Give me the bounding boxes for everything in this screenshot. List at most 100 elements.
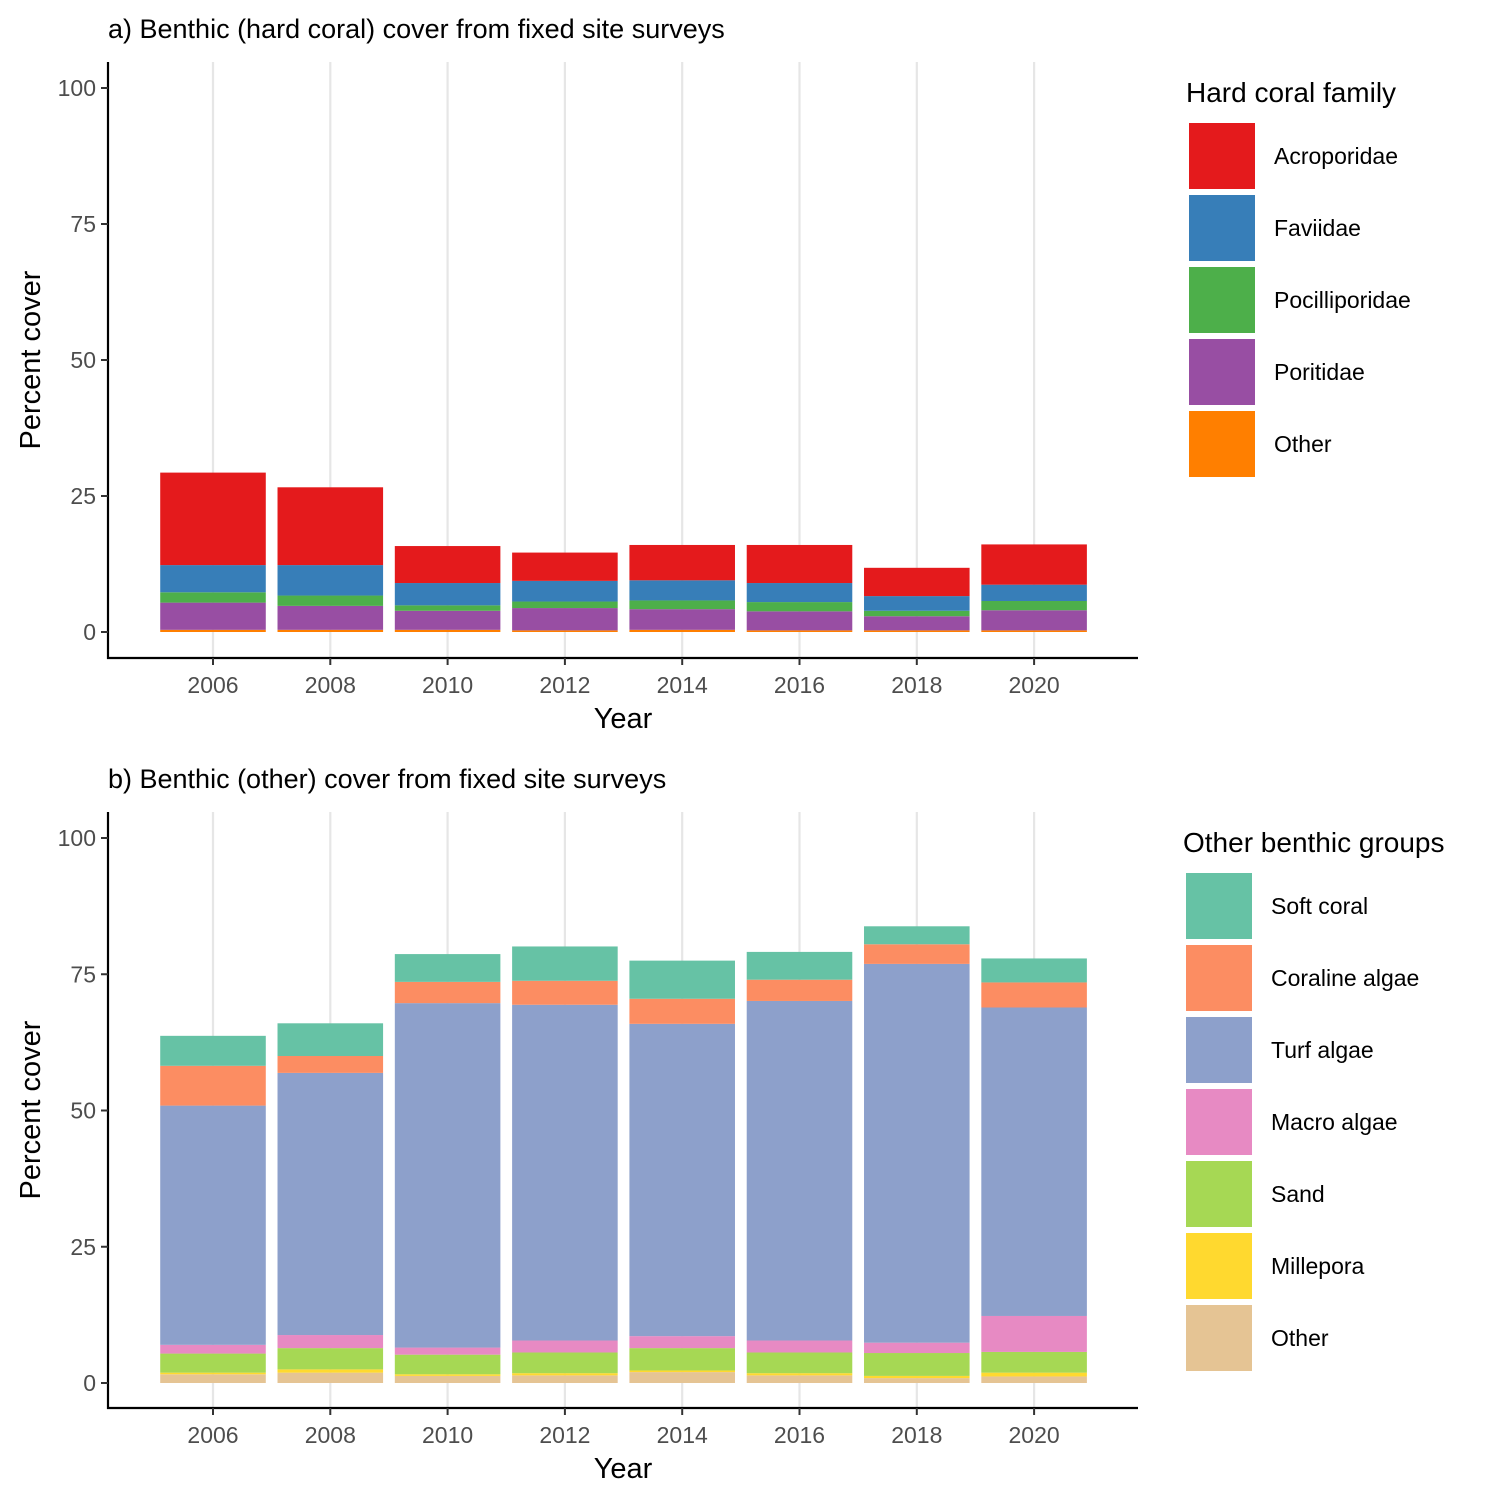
y-tick-label: 100 xyxy=(58,75,96,101)
bar-segment-poritidae xyxy=(394,610,501,630)
x-tick-label: 2014 xyxy=(657,1422,708,1448)
legend-label-macro-algae: Macro algae xyxy=(1271,1109,1398,1135)
bar-segment-turf-algae xyxy=(981,1007,1087,1316)
bar-segment-soft-coral xyxy=(629,960,735,999)
legend-label-other: Other xyxy=(1274,431,1332,457)
bar-segment-millepora xyxy=(981,1372,1087,1377)
y-tick-label: 100 xyxy=(58,825,96,851)
bar-segment-coraline-algae xyxy=(277,1056,384,1073)
bar-segment-other xyxy=(277,1372,384,1383)
bar-segment-other xyxy=(746,630,853,632)
bar-segment-macro-algae xyxy=(277,1335,384,1349)
legend-label-coraline-algae: Coraline algae xyxy=(1271,965,1419,991)
y-tick-label: 0 xyxy=(83,619,96,645)
bar-segment-faviidae xyxy=(746,583,853,603)
bar-segment-coraline-algae xyxy=(394,981,501,1004)
bar-segment-poritidae xyxy=(746,611,853,631)
bar-segment-acroporidae xyxy=(160,472,266,566)
bar-segment-sand xyxy=(629,1348,735,1371)
x-tick-label: 2018 xyxy=(891,672,942,698)
bar-segment-coraline-algae xyxy=(160,1065,266,1106)
bar-segment-turf-algae xyxy=(394,1003,501,1348)
bar-segment-acroporidae xyxy=(864,567,970,597)
bar-segment-coraline-algae xyxy=(629,998,735,1024)
bar-segment-poritidae xyxy=(981,610,1087,631)
legend-label-soft-coral: Soft coral xyxy=(1271,893,1368,919)
x-tick-label: 2012 xyxy=(539,1422,590,1448)
bar-segment-millepora xyxy=(394,1374,501,1376)
bar-segment-acroporidae xyxy=(629,544,735,581)
legend-swatch-other xyxy=(1186,1305,1252,1371)
x-tick-label: 2018 xyxy=(891,1422,942,1448)
legend-label-poritidae: Poritidae xyxy=(1274,359,1365,385)
bar-segment-millepora xyxy=(864,1375,970,1379)
legend-label-turf-algae: Turf algae xyxy=(1271,1037,1374,1063)
bar-segment-macro-algae xyxy=(629,1336,735,1349)
bar-segment-macro-algae xyxy=(160,1344,266,1354)
bar-segment-millepora xyxy=(160,1372,266,1375)
bar-segment-soft-coral xyxy=(746,951,853,980)
legend-label-acroporidae: Acroporidae xyxy=(1274,143,1398,169)
bar-segment-acroporidae xyxy=(746,544,853,584)
bar-segment-soft-coral xyxy=(864,926,970,945)
legend-title: Hard coral family xyxy=(1186,77,1396,108)
legend-swatch-other xyxy=(1189,411,1255,477)
bar-segment-other xyxy=(746,1375,853,1383)
bar-segment-coraline-algae xyxy=(981,982,1087,1008)
bar-segment-sand xyxy=(864,1353,970,1376)
legend-swatch-sand xyxy=(1186,1161,1252,1227)
bar-segment-other xyxy=(864,630,970,632)
bar-segment-pocilliporidae xyxy=(981,600,1087,611)
bar-segment-acroporidae xyxy=(981,544,1087,585)
y-tick-label: 25 xyxy=(70,483,96,509)
legend-swatch-macro-algae xyxy=(1186,1089,1252,1155)
bar-segment-millepora xyxy=(629,1370,735,1373)
bar-segment-faviidae xyxy=(512,580,618,602)
bar-segment-sand xyxy=(394,1354,501,1375)
legend-swatch-acroporidae xyxy=(1189,123,1255,189)
bar-segment-turf-algae xyxy=(629,1023,735,1337)
legend-label-sand: Sand xyxy=(1271,1181,1325,1207)
bar-segment-coraline-algae xyxy=(864,944,970,964)
bar-segment-turf-algae xyxy=(160,1105,266,1345)
bar-segment-other xyxy=(160,629,266,632)
bar-segment-poritidae xyxy=(160,602,266,630)
x-tick-label: 2010 xyxy=(422,672,473,698)
bar-segment-sand xyxy=(512,1352,618,1374)
bar-segment-faviidae xyxy=(629,580,735,601)
bar-segment-pocilliporidae xyxy=(160,592,266,603)
x-tick-label: 2008 xyxy=(305,672,356,698)
chart-panel-b: b) Benthic (other) cover from fixed site… xyxy=(15,764,1445,1485)
bar-segment-pocilliporidae xyxy=(746,602,853,612)
x-tick-label: 2016 xyxy=(774,672,825,698)
bar-segment-turf-algae xyxy=(277,1072,384,1336)
y-tick-label: 0 xyxy=(83,1370,96,1396)
bar-segment-soft-coral xyxy=(277,1023,384,1056)
bar-segment-macro-algae xyxy=(512,1340,618,1353)
legend-swatch-pocilliporidae xyxy=(1189,267,1255,333)
bar-segment-other xyxy=(629,629,735,632)
y-tick-label: 50 xyxy=(70,347,96,373)
chart-panel-a: a) Benthic (hard coral) cover from fixed… xyxy=(15,14,1411,735)
legend-swatch-millepora xyxy=(1186,1233,1252,1299)
bar-segment-turf-algae xyxy=(512,1004,618,1341)
bar-segment-other xyxy=(981,630,1087,632)
bar-segment-coraline-algae xyxy=(746,979,853,1001)
bar-segment-soft-coral xyxy=(160,1035,266,1066)
bar-segment-other xyxy=(277,629,384,632)
chart-title: a) Benthic (hard coral) cover from fixed… xyxy=(108,14,725,44)
bar-segment-macro-algae xyxy=(864,1342,970,1354)
bar-segment-faviidae xyxy=(277,565,384,596)
bar-segment-soft-coral xyxy=(981,958,1087,983)
legend-swatch-coraline-algae xyxy=(1186,945,1252,1011)
x-tick-label: 2010 xyxy=(422,1422,473,1448)
bar-segment-poritidae xyxy=(629,609,735,630)
bar-segment-pocilliporidae xyxy=(277,595,384,606)
bar-segment-other xyxy=(160,1374,266,1383)
bar-segment-sand xyxy=(160,1353,266,1373)
bar-segment-pocilliporidae xyxy=(864,610,970,617)
y-axis-title: Percent cover xyxy=(15,1020,47,1199)
bar-segment-other xyxy=(512,1375,618,1383)
legend-label-pocilliporidae: Pocilliporidae xyxy=(1274,287,1411,313)
